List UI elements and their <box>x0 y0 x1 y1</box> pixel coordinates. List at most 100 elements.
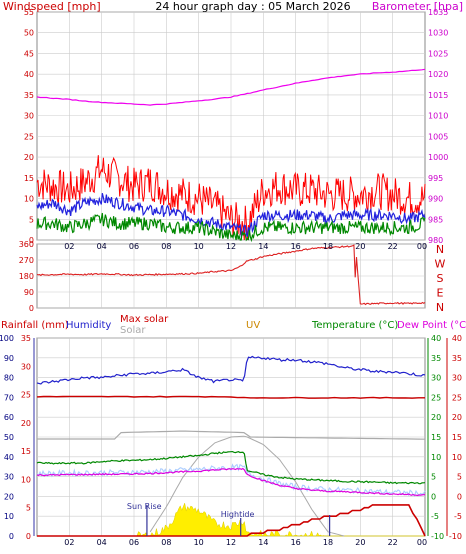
sunrise-annotation: Sun Rise <box>127 502 162 511</box>
dew-y-tick: 25 <box>452 393 462 402</box>
rain-y-tick: 25 <box>21 391 31 400</box>
x-tick-label: 22 <box>388 538 398 547</box>
humidity-y-tick: 40 <box>4 453 14 462</box>
uv-label: UV <box>246 320 260 331</box>
temp-y-tick: 15 <box>431 433 441 442</box>
hightide-annotation: Hightide <box>221 510 255 519</box>
direction-y-tick: 180 <box>19 272 34 281</box>
dew-y-tick: -10 <box>449 532 462 541</box>
series-wind-avg <box>36 193 426 238</box>
baro-y-tick: 1025 <box>428 49 448 58</box>
temp-y-tick: -10 <box>431 532 444 541</box>
x-tick-label: 12 <box>226 242 236 251</box>
max-solar-label: Max solar <box>120 314 169 325</box>
temp-y-tick: 20 <box>431 413 441 422</box>
dew-y-tick: 30 <box>452 374 462 383</box>
x-tick-label: 04 <box>97 538 107 547</box>
x-tick-label: 18 <box>323 242 333 251</box>
dew-y-tick: 15 <box>452 433 462 442</box>
wind-y-tick: 50 <box>24 29 34 38</box>
rain-y-tick: 5 <box>26 504 31 513</box>
x-tick-label: 18 <box>323 538 333 547</box>
humidity-y-tick: 50 <box>4 433 14 442</box>
temperature-label: Temperature (°C) <box>311 320 398 331</box>
baro-y-tick: 1010 <box>428 112 448 121</box>
baro-y-tick: 1015 <box>428 91 448 100</box>
humidity-label: Humidity <box>66 320 111 331</box>
x-tick-label: 14 <box>258 242 268 251</box>
dew-y-tick: 10 <box>452 453 462 462</box>
wind-y-tick: 55 <box>24 8 34 17</box>
baro-y-tick: 990 <box>428 195 443 204</box>
series-humidity <box>36 355 426 385</box>
x-tick-label: 20 <box>355 242 365 251</box>
temp-y-tick: 40 <box>431 334 441 343</box>
temp-y-tick: 10 <box>431 453 441 462</box>
rain-y-tick: 30 <box>21 362 31 371</box>
baro-y-tick: 1020 <box>428 70 448 79</box>
x-tick-label: 00 <box>417 538 427 547</box>
rain-y-tick: 15 <box>21 447 31 456</box>
baro-y-tick: 1030 <box>428 29 448 38</box>
rain-y-tick: 35 <box>21 334 31 343</box>
wind-y-tick: 40 <box>24 70 34 79</box>
x-tick-label: 10 <box>194 242 204 251</box>
x-tick-label: 14 <box>258 538 268 547</box>
x-tick-label: 06 <box>129 538 139 547</box>
series-solar-reference <box>37 430 426 440</box>
x-tick-label: 10 <box>194 538 204 547</box>
dew-point-label: Dew Point (°C) <box>397 320 466 331</box>
series-wind-gust <box>36 155 426 241</box>
humidity-y-tick: 80 <box>4 374 14 383</box>
rainfall-label: Rainfall (mm) <box>1 320 69 331</box>
series-wind-direction <box>36 244 426 306</box>
x-tick-label: 02 <box>64 242 74 251</box>
x-tick-label: 08 <box>161 538 171 547</box>
windspeed-title: Windspeed [mph] <box>3 0 101 13</box>
dew-y-tick: 20 <box>452 413 462 422</box>
series-max-temp-reference <box>36 395 425 399</box>
direction-y-tick: 360 <box>19 240 34 249</box>
humidity-y-tick: 30 <box>4 473 14 482</box>
x-tick-label: 12 <box>226 538 236 547</box>
compass-label-s: S <box>437 272 444 285</box>
compass-label-w: W <box>435 258 446 271</box>
compass-label-n: N <box>436 301 444 314</box>
temp-y-tick: 5 <box>431 473 436 482</box>
wind-y-tick: 15 <box>24 174 34 183</box>
wind-y-tick: 10 <box>24 195 34 204</box>
x-tick-label: 08 <box>161 242 171 251</box>
temp-y-tick: 35 <box>431 354 441 363</box>
direction-y-tick: 90 <box>24 288 34 297</box>
x-tick-label: 22 <box>388 242 398 251</box>
wind-y-tick: 5 <box>29 215 34 224</box>
baro-y-tick: 980 <box>428 236 443 245</box>
temp-y-tick: -5 <box>431 512 439 521</box>
series-max-solar <box>149 435 345 537</box>
baro-y-tick: 1000 <box>428 153 448 162</box>
wind-y-tick: 45 <box>24 49 34 58</box>
x-tick-label: 04 <box>97 242 107 251</box>
x-tick-label: 02 <box>64 538 74 547</box>
humidity-y-tick: 10 <box>4 512 14 521</box>
direction-y-tick: 0 <box>29 304 34 313</box>
dew-y-tick: 35 <box>452 354 462 363</box>
temp-y-tick: 25 <box>431 393 441 402</box>
humidity-y-tick: 60 <box>4 413 14 422</box>
series-temperature <box>36 450 426 485</box>
x-tick-label: 06 <box>129 242 139 251</box>
graph-date-title: 24 hour graph day : 05 March 2026 <box>155 0 350 13</box>
x-tick-label: 16 <box>291 242 301 251</box>
humidity-y-tick: 90 <box>4 354 14 363</box>
temp-y-tick: 30 <box>431 374 441 383</box>
dew-y-tick: 0 <box>457 492 462 501</box>
wind-y-tick: 0 <box>29 236 34 245</box>
dew-y-tick: 5 <box>457 473 462 482</box>
series-wind-low <box>36 212 426 243</box>
wind-y-tick: 25 <box>24 132 34 141</box>
dew-y-tick: 40 <box>452 334 462 343</box>
compass-label-e: E <box>437 287 444 300</box>
